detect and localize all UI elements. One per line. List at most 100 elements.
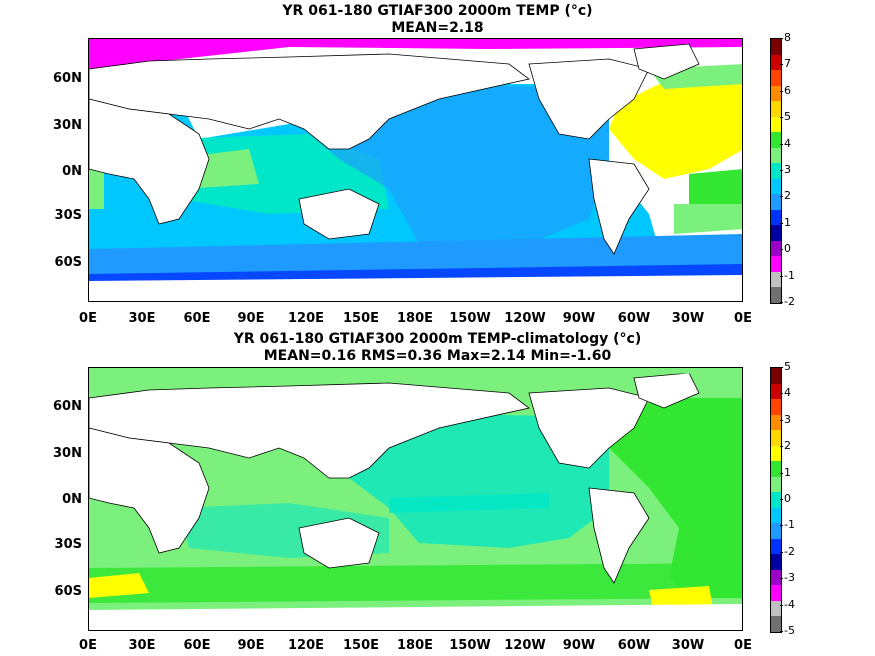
panel2-lon-180e: 180E — [396, 638, 434, 653]
colorbar-swatch — [771, 461, 781, 477]
panel1-lon-120w: 120W — [504, 311, 546, 326]
colorbar-label: -5 — [784, 624, 795, 637]
colorbar-swatch — [771, 116, 781, 133]
colorbar-tick — [780, 117, 783, 119]
colorbar-tick — [780, 446, 783, 448]
colorbar-swatch — [771, 368, 781, 384]
panel1-lon-180e: 180E — [396, 311, 434, 326]
colorbar-swatch — [771, 147, 781, 164]
colorbar-tick — [780, 222, 783, 224]
colorbar-swatch — [771, 523, 781, 539]
colorbar-swatch — [771, 240, 781, 257]
panel2-subtitle: MEAN=0.16 RMS=0.36 Max=2.14 Min=-1.60 — [263, 348, 612, 364]
panel1-lon-150e: 150E — [342, 311, 380, 326]
panel1-lon-30e: 30E — [128, 311, 156, 326]
colorbar-swatch — [771, 163, 781, 179]
colorbar-tick — [780, 196, 783, 198]
colorbar-tick — [780, 143, 783, 145]
panel2-lon-150e: 150E — [342, 638, 380, 653]
panel2-lat-0n: 0N — [62, 492, 82, 507]
panel2-lat-30n: 30N — [53, 446, 82, 461]
panel2-lon-60w: 60W — [617, 638, 651, 653]
panel1-colorbar — [770, 38, 782, 304]
colorbar-swatch — [771, 383, 781, 400]
colorbar-swatch — [771, 256, 781, 272]
colorbar-swatch — [771, 414, 781, 431]
colorbar-label: -4 — [784, 597, 795, 611]
colorbar-tick — [780, 249, 783, 251]
colorbar-swatch — [771, 39, 781, 55]
colorbar-tick — [780, 393, 783, 395]
colorbar-swatch — [771, 85, 781, 102]
colorbar-swatch — [771, 476, 781, 493]
colorbar-label: 5 — [784, 110, 791, 124]
colorbar-swatch — [771, 445, 781, 462]
colorbar-swatch — [771, 178, 781, 195]
colorbar-label: 7 — [784, 57, 791, 71]
colorbar-label: 1 — [784, 215, 791, 229]
panel1-lat-60n: 60N — [53, 71, 82, 86]
panel2-lat-30s: 30S — [54, 537, 82, 552]
colorbar-tick — [780, 604, 783, 606]
colorbar-tick — [780, 419, 783, 421]
colorbar-tick — [780, 499, 783, 500]
colorbar-swatch — [771, 600, 781, 617]
panel1-lat-30s: 30S — [54, 208, 82, 223]
panel1-lon-0e-end: 0E — [734, 311, 752, 326]
panel1-lon-120e: 120E — [287, 311, 325, 326]
panel2-lon-120w: 120W — [504, 638, 546, 653]
colorbar-swatch — [771, 569, 781, 586]
panel1-lon-60e: 60E — [183, 311, 211, 326]
colorbar-swatch — [771, 194, 781, 210]
colorbar-label: -2 — [784, 544, 795, 558]
colorbar-swatch — [771, 430, 781, 446]
panel1-lon-60w: 60W — [617, 311, 651, 326]
colorbar-label: -1 — [784, 518, 795, 532]
colorbar-label: 4 — [784, 386, 791, 400]
panel1-lon-0e: 0E — [79, 311, 97, 326]
colorbar-label: -3 — [784, 571, 795, 585]
colorbar-tick — [780, 631, 783, 632]
colorbar-swatch — [771, 225, 781, 241]
panel2-lon-30w: 30W — [671, 638, 705, 653]
panel2-lon-0e: 0E — [79, 638, 97, 653]
colorbar-tick — [780, 367, 783, 368]
colorbar-label: 0 — [784, 492, 791, 505]
panel2-lon-0e-end: 0E — [734, 638, 752, 653]
colorbar-label: 3 — [784, 412, 791, 426]
colorbar-swatch — [771, 287, 781, 303]
colorbar-label: 0 — [784, 242, 791, 256]
colorbar-label: 3 — [784, 163, 791, 176]
colorbar-label: 2 — [784, 189, 791, 203]
colorbar-swatch — [771, 399, 781, 415]
colorbar-label: 1 — [784, 465, 791, 479]
colorbar-label: -1 — [784, 268, 795, 282]
panel2-lon-30e: 30E — [128, 638, 156, 653]
colorbar-tick — [780, 275, 783, 277]
colorbar-tick — [780, 38, 783, 39]
panel2-lat-60s: 60S — [54, 584, 82, 599]
colorbar-tick — [780, 302, 783, 303]
colorbar-label: 6 — [784, 83, 791, 97]
panel1-lon-150w: 150W — [449, 311, 491, 326]
colorbar-tick — [780, 90, 783, 92]
panel2-lon-90e: 90E — [237, 638, 265, 653]
panel2-title: YR 061-180 GTIAF300 2000m TEMP-climatolo… — [233, 331, 642, 347]
colorbar-swatch — [771, 616, 781, 632]
colorbar-tick — [780, 472, 783, 474]
colorbar-label: 4 — [784, 136, 791, 150]
panel2-lon-120e: 120E — [287, 638, 325, 653]
colorbar-swatch — [771, 209, 781, 226]
panel1-lat-30n: 30N — [53, 118, 82, 133]
colorbar-swatch — [771, 554, 781, 570]
panel1-lon-90e: 90E — [237, 311, 265, 326]
colorbar-tick — [780, 578, 783, 580]
panel1-lon-30w: 30W — [671, 311, 705, 326]
colorbar-label: 8 — [784, 31, 791, 44]
panel1-title: YR 061-180 GTIAF300 2000m TEMP (°c) — [282, 3, 593, 19]
panel1-lat-0n: 0N — [62, 164, 82, 179]
panel2-colorbar — [770, 367, 782, 633]
panel2-lon-150w: 150W — [449, 638, 491, 653]
colorbar-label: 2 — [784, 439, 791, 453]
colorbar-swatch — [771, 271, 781, 288]
